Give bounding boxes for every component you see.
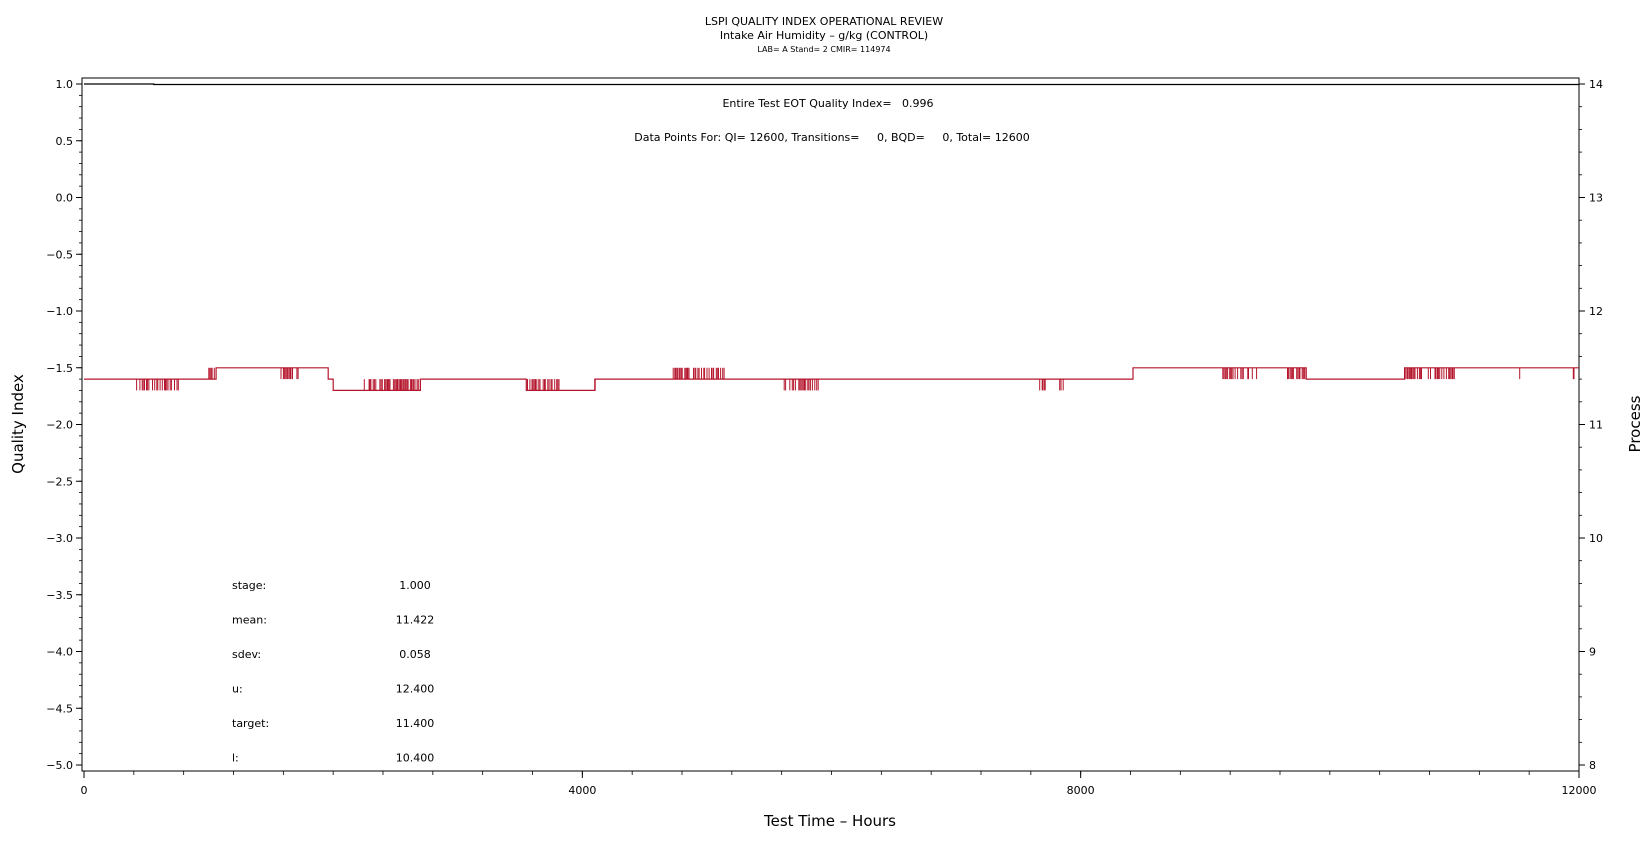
stat-label: l: — [232, 752, 239, 765]
process-spike-cluster — [1405, 367, 1455, 380]
process-spike-cluster — [1222, 367, 1258, 380]
y2-tick-label: 11 — [1589, 419, 1603, 432]
x-axis: 0 4000 8000 12000 — [81, 771, 1597, 797]
y-tick-label: −0.5 — [46, 248, 73, 261]
stat-value: 12.400 — [396, 683, 435, 696]
chart-info: LAB= A Stand= 2 CMIR= 114974 — [757, 45, 890, 54]
process-spike-cluster — [1287, 367, 1307, 380]
process-spike-cluster — [783, 379, 819, 391]
y-tick-label: −3.5 — [46, 589, 73, 602]
quality-index-line — [84, 83, 1579, 86]
process-series — [84, 367, 1579, 391]
y-tick-label: −2.5 — [46, 475, 73, 488]
y-tick-label: −2.0 — [46, 419, 73, 432]
y2-tick-label: 13 — [1589, 192, 1603, 205]
stat-label: stage: — [232, 579, 266, 592]
y-tick-label: 0.5 — [56, 135, 74, 148]
stat-label: target: — [232, 717, 269, 730]
x-tick-label: 12000 — [1562, 784, 1597, 797]
y-tick-label: −4.0 — [46, 646, 73, 659]
x-axis-label: Test Time – Hours — [763, 812, 896, 830]
process-spike-cluster — [1059, 379, 1064, 391]
process-step-line — [84, 367, 1579, 391]
process-spike-cluster — [208, 367, 215, 380]
stat-label: mean: — [232, 614, 267, 627]
stat-value: 0.058 — [399, 648, 431, 661]
chart-subtitle: Intake Air Humidity – g/kg (CONTROL) — [720, 29, 928, 42]
y-tick-label: 1.0 — [56, 78, 74, 91]
data-points-summary: Data Points For: QI= 12600, Transitions=… — [634, 131, 1029, 144]
y-axis-left: 1.0 0.5 0.0 −0.5 −1.0 −1.5 −2.0 −2.5 −3.0 −3.5 −4.… — [46, 78, 82, 772]
x-tick-label: 4000 — [568, 784, 596, 797]
y-tick-label: −3.0 — [46, 532, 73, 545]
process-spike-cluster — [280, 367, 299, 380]
y-axis-label: Quality Index — [9, 374, 27, 474]
y2-tick-label: 14 — [1589, 78, 1603, 91]
y2-tick-label: 12 — [1589, 305, 1603, 318]
y2-tick-label: 8 — [1589, 759, 1596, 772]
process-spike-cluster — [363, 379, 421, 391]
stat-value: 11.422 — [396, 614, 435, 627]
process-spike-cluster — [1572, 367, 1575, 380]
x-tick-label: 8000 — [1067, 784, 1095, 797]
stat-value: 10.400 — [396, 752, 435, 765]
process-spike-cluster — [527, 379, 560, 391]
y-tick-label: −1.5 — [46, 362, 73, 375]
process-spike-cluster — [594, 379, 596, 391]
process-spike-cluster — [672, 367, 725, 380]
y2-tick-label: 9 — [1589, 646, 1596, 659]
y-tick-label: −5.0 — [46, 759, 73, 772]
chart-title: LSPI QUALITY INDEX OPERATIONAL REVIEW — [705, 15, 943, 28]
y2-axis-label: Process — [1626, 395, 1644, 452]
y-tick-label: 0.0 — [56, 192, 74, 205]
stats-block: stage: 1.000 mean: 11.422 sdev: 0.058 u: 12.400… — [232, 579, 434, 765]
y-tick-label: −1.0 — [46, 305, 73, 318]
stat-label: sdev: — [232, 648, 261, 661]
process-spike-cluster — [136, 379, 179, 391]
eot-quality-index: Entire Test EOT Quality Index= 0.996 — [722, 97, 933, 110]
process-spike-cluster — [1039, 379, 1046, 391]
y-axis-right: 8 9 10 11 12 13 14 — [1579, 78, 1603, 772]
stat-value: 1.000 — [399, 579, 431, 592]
quality-index-series — [84, 83, 1579, 86]
x-tick-label: 0 — [81, 784, 88, 797]
plot-frame — [81, 77, 1580, 772]
stat-label: u: — [232, 683, 243, 696]
stat-value: 11.400 — [396, 717, 435, 730]
y2-tick-label: 10 — [1589, 532, 1603, 545]
y-tick-label: −4.5 — [46, 702, 73, 715]
